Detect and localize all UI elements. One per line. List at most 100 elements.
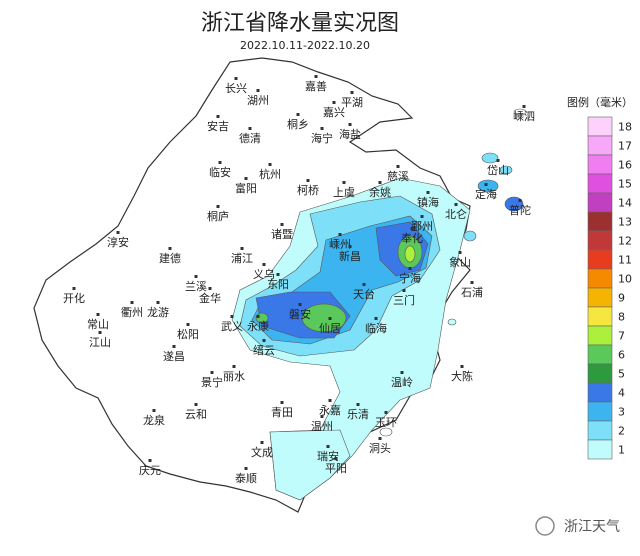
place-label: 瑞安 xyxy=(317,449,339,463)
place-marker xyxy=(348,245,352,248)
legend-swatch xyxy=(587,154,613,175)
place-marker xyxy=(240,247,244,250)
place-label: 长兴 xyxy=(225,82,247,95)
place-marker xyxy=(130,301,134,304)
place-label: 天台 xyxy=(353,287,375,301)
place-marker xyxy=(458,251,462,254)
place-marker xyxy=(262,339,266,342)
place-marker xyxy=(210,371,214,374)
place-label: 丽水 xyxy=(223,370,245,383)
place-marker xyxy=(348,123,352,126)
place-label: 泰顺 xyxy=(235,471,257,485)
place-marker xyxy=(244,177,248,180)
place-label: 镇海 xyxy=(417,195,439,209)
place-label: 嵊泗 xyxy=(513,110,535,123)
place-label: 金华 xyxy=(199,291,221,305)
place-marker xyxy=(306,179,310,182)
place-marker xyxy=(314,75,318,78)
place-marker xyxy=(350,91,354,94)
place-label: 北仑 xyxy=(445,207,467,221)
place-marker xyxy=(342,181,346,184)
watermark: 浙江天气 xyxy=(535,516,620,536)
place-marker xyxy=(194,275,198,278)
place-marker xyxy=(328,399,332,402)
place-label: 湖州 xyxy=(247,94,269,107)
place-marker xyxy=(248,127,252,130)
place-marker xyxy=(194,403,198,406)
place-marker xyxy=(232,365,236,368)
place-marker xyxy=(384,411,388,414)
legend-label: 18 xyxy=(618,121,632,134)
place-label: 玉环 xyxy=(375,416,397,429)
legend-swatch xyxy=(587,363,613,384)
place-marker xyxy=(234,77,238,80)
place-label: 建德 xyxy=(159,251,181,265)
place-marker xyxy=(298,303,302,306)
place-marker xyxy=(168,247,172,250)
legend-swatch xyxy=(587,173,613,194)
place-label: 奉化 xyxy=(401,231,423,245)
place-marker xyxy=(374,317,378,320)
place-marker xyxy=(172,345,176,348)
place-marker xyxy=(208,287,212,290)
place-label: 平湖 xyxy=(341,96,363,109)
place-label: 庆元 xyxy=(139,463,161,477)
place-label: 上虞 xyxy=(333,185,355,199)
place-marker xyxy=(454,203,458,206)
place-label: 乐清 xyxy=(347,408,369,421)
place-marker xyxy=(280,401,284,404)
legend-swatch xyxy=(587,382,613,403)
legend-swatch xyxy=(587,268,613,289)
place-label: 武义 xyxy=(221,320,243,333)
title: 浙江省降水量实况图 xyxy=(201,11,399,36)
place-label: 杭州 xyxy=(259,167,281,181)
legend-swatch xyxy=(587,116,613,137)
place-label: 桐乡 xyxy=(287,117,309,131)
place-label: 磐安 xyxy=(289,307,311,321)
place-label: 东阳 xyxy=(267,278,289,291)
legend-label: 6 xyxy=(618,349,625,362)
place-label: 大陈 xyxy=(451,369,473,383)
place-marker xyxy=(156,301,160,304)
place-marker xyxy=(216,205,220,208)
place-marker xyxy=(326,445,330,448)
subtitle: 2022.10.11-2022.10.20 xyxy=(240,39,370,52)
place-label: 临海 xyxy=(365,321,387,335)
legend-swatch xyxy=(587,249,613,270)
place-marker xyxy=(216,115,220,118)
legend-label: 17 xyxy=(618,140,632,153)
place-marker xyxy=(256,315,260,318)
place-marker xyxy=(400,371,404,374)
place-label: 温州 xyxy=(311,420,333,433)
place-marker xyxy=(116,231,120,234)
legend-swatch xyxy=(587,344,613,365)
place-label: 桐庐 xyxy=(207,209,229,223)
place-label: 缙云 xyxy=(253,343,275,357)
legend-label: 11 xyxy=(618,254,632,267)
place-label: 嘉善 xyxy=(305,79,327,93)
place-label: 文成 xyxy=(251,445,273,459)
place-label: 富阳 xyxy=(235,181,257,195)
place-marker xyxy=(320,415,324,418)
place-label: 海宁 xyxy=(311,131,333,145)
place-label: 浦江 xyxy=(231,252,253,265)
legend-swatch xyxy=(587,211,613,232)
place-label: 安吉 xyxy=(207,119,229,133)
legend-label: 16 xyxy=(618,159,632,172)
place-marker xyxy=(396,165,400,168)
place-marker xyxy=(262,263,266,266)
place-marker xyxy=(402,289,406,292)
place-marker xyxy=(356,403,360,406)
place-marker xyxy=(426,191,430,194)
place-label: 仙居 xyxy=(319,322,341,335)
place-marker xyxy=(320,127,324,130)
place-marker xyxy=(96,313,100,316)
place-label: 常山 xyxy=(87,318,109,331)
place-marker xyxy=(256,89,260,92)
place-label: 嘉兴 xyxy=(323,105,345,119)
place-marker xyxy=(420,215,424,218)
place-label: 象山 xyxy=(449,256,471,269)
place-label: 余姚 xyxy=(369,185,391,199)
place-label: 龙游 xyxy=(147,306,169,319)
place-marker xyxy=(470,281,474,284)
